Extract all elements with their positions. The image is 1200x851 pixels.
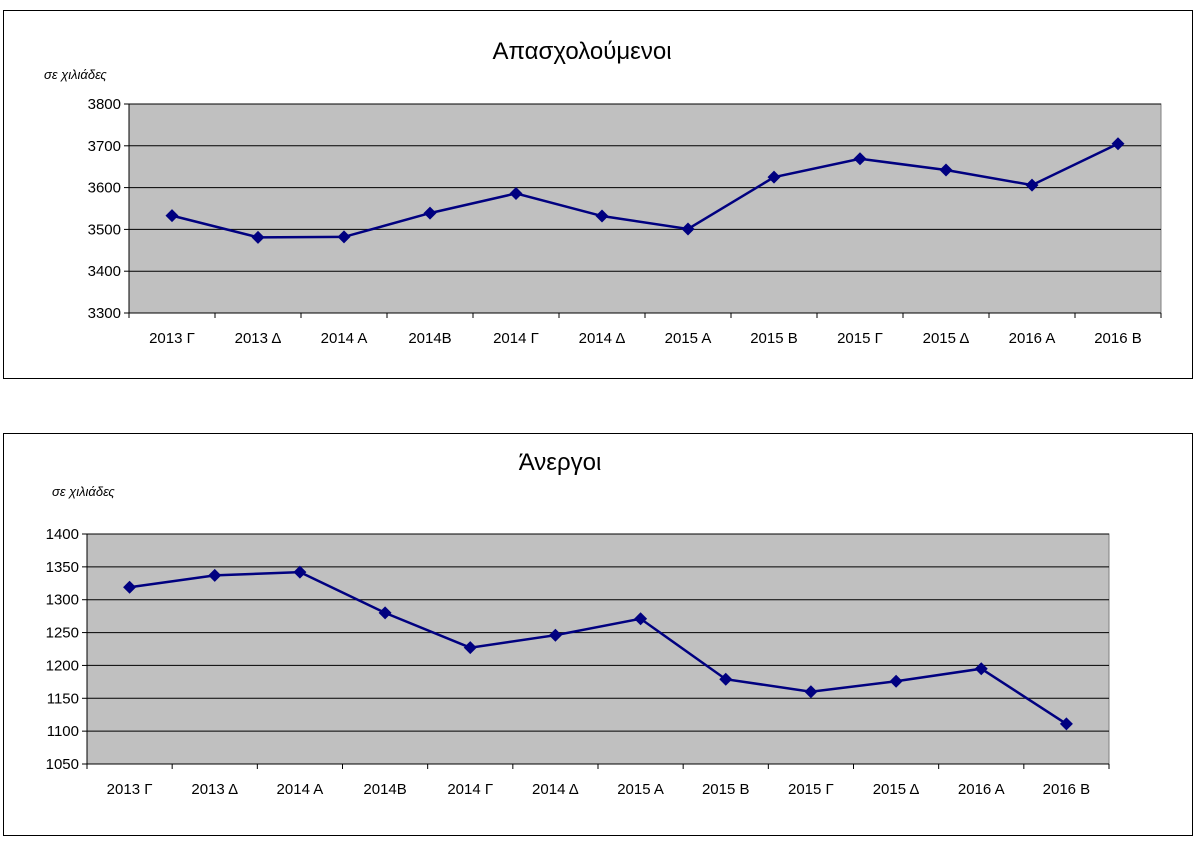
x-tick-label: 2015 Β — [750, 330, 798, 347]
x-tick-label: 2014 Δ — [579, 330, 626, 347]
x-tick-label: 2015 Γ — [837, 330, 883, 347]
y-axis-unit-label: σε χιλιάδες — [52, 484, 115, 499]
data-point-marker — [337, 230, 351, 244]
x-tick-label: 2016 Β — [1043, 781, 1091, 798]
data-point-marker — [548, 628, 562, 642]
x-tick-label: 2013 Γ — [149, 330, 195, 347]
x-tick-label: 2015 Α — [617, 781, 664, 798]
y-tick-label: 3600 — [88, 180, 121, 197]
employed-chart-panel: Απασχολούμενοι σε χιλιάδες 3300 3400 3500 3… — [3, 10, 1193, 379]
data-point-marker — [208, 568, 222, 582]
data-point-marker — [767, 170, 781, 184]
data-point-marker — [123, 580, 137, 594]
employed-chart: Απασχολούμενοι σε χιλιάδες 3300 3400 3500 3… — [44, 38, 1162, 347]
x-tick-label: 2015 Α — [665, 330, 712, 347]
y-axis-unit-label: σε χιλιάδες — [44, 67, 107, 82]
data-point-marker — [939, 163, 953, 177]
series-line — [129, 570, 1068, 725]
x-tick-label: 2014 Α — [277, 781, 324, 798]
data-point-marker — [974, 662, 988, 676]
y-tick-label: 3300 — [88, 305, 121, 322]
data-point-marker — [853, 152, 867, 166]
data-point-marker — [681, 222, 695, 236]
chart-title: Απασχολούμενοι — [492, 38, 671, 65]
unemployed-chart: Άνεργοι σε χιλιάδες 1050 1100 1150 1200 1250… — [46, 449, 1110, 798]
data-point-marker — [804, 685, 818, 699]
data-point-marker — [1025, 178, 1039, 192]
x-tick-label: 2014 Α — [321, 330, 368, 347]
plot-area — [86, 533, 1110, 765]
x-tick-label: 2014Β — [363, 781, 406, 798]
data-point-marker — [293, 565, 307, 579]
x-tick-label: 2015 Δ — [923, 330, 970, 347]
y-tick-label: 1250 — [46, 625, 79, 642]
x-tick-label: 2014 Δ — [532, 781, 579, 798]
data-point-marker — [463, 641, 477, 655]
data-point-marker — [165, 209, 179, 223]
chart-title: Άνεργοι — [519, 449, 602, 476]
x-tick-label: 2014 Γ — [447, 781, 493, 798]
data-point-marker — [509, 186, 523, 200]
data-point-marker — [378, 606, 392, 620]
x-tick-label: 2016 Α — [1009, 330, 1056, 347]
unemployed-chart-panel: Άνεργοι σε χιλιάδες 1050 1100 1150 1200 1250… — [3, 433, 1193, 836]
data-point-marker — [1059, 717, 1073, 731]
series-line — [171, 142, 1119, 239]
data-point-marker — [1111, 137, 1125, 151]
y-tick-label: 3800 — [88, 96, 121, 113]
data-point-marker — [634, 612, 648, 626]
data-point-marker — [719, 672, 733, 686]
x-tick-label: 2015 Γ — [788, 781, 834, 798]
y-tick-label: 1050 — [46, 756, 79, 773]
data-point-marker — [595, 209, 609, 223]
y-tick-label: 1200 — [46, 657, 79, 674]
y-tick-label: 1400 — [46, 526, 79, 543]
x-tick-label: 2013 Δ — [191, 781, 238, 798]
x-tick-label: 2016 Α — [958, 781, 1005, 798]
x-tick-label: 2015 Β — [702, 781, 750, 798]
data-point-marker — [251, 230, 265, 244]
plot-area — [128, 103, 1162, 314]
data-point-marker — [423, 206, 437, 220]
x-tick-label: 2013 Δ — [235, 330, 282, 347]
y-tick-label: 1150 — [47, 690, 79, 707]
x-tick-label: 2014 Γ — [493, 330, 539, 347]
x-tick-label: 2014Β — [408, 330, 451, 347]
y-tick-label: 1350 — [46, 559, 79, 576]
x-tick-label: 2016 Β — [1094, 330, 1142, 347]
y-tick-label: 3700 — [88, 138, 121, 155]
y-tick-label: 1300 — [46, 592, 79, 609]
y-tick-label: 3500 — [88, 221, 121, 238]
x-tick-label: 2013 Γ — [107, 781, 153, 798]
data-point-marker — [889, 674, 903, 688]
x-tick-label: 2015 Δ — [873, 781, 920, 798]
y-tick-label: 3400 — [88, 263, 121, 280]
y-tick-label: 1100 — [47, 723, 79, 740]
